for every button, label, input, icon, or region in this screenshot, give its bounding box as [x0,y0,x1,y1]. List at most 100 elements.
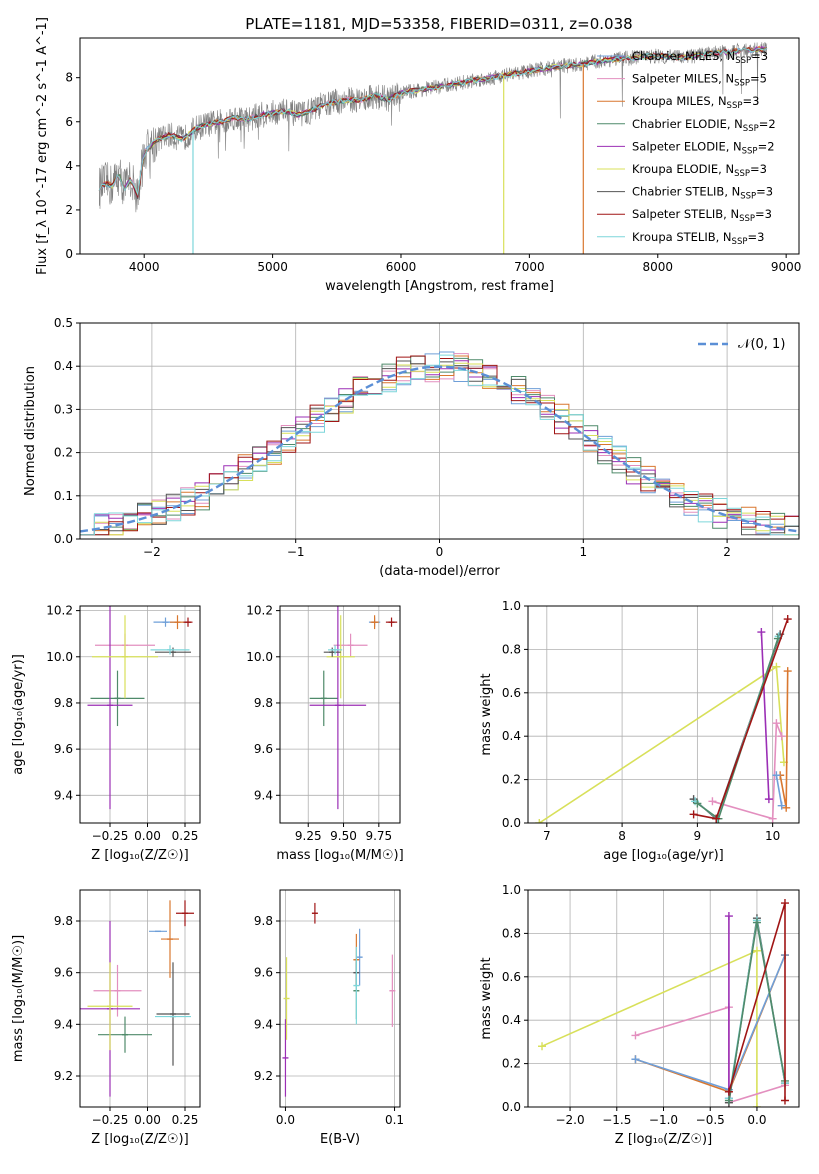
legend-suffix: =3 [750,162,767,176]
x-tick-label: 9.25 [295,829,322,843]
legend-sub: SSP [739,214,755,224]
y-tick-label: 9.6 [54,742,73,756]
weight-marker [783,615,792,624]
x-tick-label: −0.5 [696,1113,725,1127]
y-axis-label: Normed distribution [23,366,38,496]
legend-suffix: =2 [759,117,776,131]
axes-frame [279,605,401,824]
y-tick-label: 9.8 [54,914,73,928]
x-tick-label: 9.50 [330,829,357,843]
plot-area [80,351,799,539]
legend-suffix: =3 [747,230,764,244]
x-tick-label: −1.0 [649,1113,678,1127]
y-tick-label: 1.0 [502,883,521,897]
x-tick-label: −0.25 [92,1113,129,1127]
normal-curve [80,365,799,533]
legend-entry: Chabrier ELODIE, NSSP=2 [632,117,776,134]
legend-sub: SSP [740,192,756,202]
axes-frame [79,37,800,255]
x-tick-label: 0.1 [385,1113,404,1127]
legend-suffix: =3 [756,185,773,199]
y-tick-label: 1.0 [502,599,521,613]
weight-line [712,722,783,820]
legend-normal-label: 𝒩(0, 1) [738,337,785,352]
weight-marker [752,1103,761,1107]
y-tick-label: 0 [65,247,73,261]
plot-area [87,606,193,810]
x-tick-label: 9000 [771,260,802,274]
x-tick-label: −0.25 [92,829,129,843]
y-tick-label: 0.4 [502,1013,521,1027]
y-tick-label: 9.6 [254,966,273,980]
weight-marker [724,1096,733,1105]
plot-area [282,902,396,1097]
y-tick-label: 8 [65,71,73,85]
legend-suffix: =2 [758,139,775,153]
weight-marker [780,899,789,908]
weight-marker [689,810,698,819]
weight-marker [538,1042,547,1051]
legend-sub: SSP [735,56,751,66]
legend-sub: SSP [727,101,743,111]
weight-marker [764,795,773,804]
y-tick-label: 0.5 [54,316,73,330]
y-tick-label: 10.2 [246,604,273,618]
y-tick-label: 10.0 [246,650,273,664]
panel-weight_vs_Z: −2.0 −1.5 −1.0 −0.5 0.0 0.0 0.2 0.4 0.6 0.8 1.0 Z [… [479,883,800,1147]
panel-age_vs_Z: −0.25 0.00 0.25 9.4 9.6 9.8 10.0 10.2 Z [log₁₀(Z… [11,604,201,863]
x-tick-label: 9 [694,829,702,843]
weight-marker [708,797,717,806]
legend-entry: Chabrier MILES, NSSP=3 [632,49,768,66]
x-tick-label: 0.00 [134,1113,161,1127]
x-tick-label: 0.00 [134,829,161,843]
weight-marker [777,732,786,741]
y-tick-label: 0.6 [502,686,521,700]
panel-mass_vs_EBV: 0.0 0.1 9.2 9.4 9.6 9.8 E(B-V) [254,889,404,1147]
y-tick-label: 9.4 [54,788,73,802]
y-tick-label: 0.4 [502,729,521,743]
weight-marker [724,1087,733,1096]
x-axis-label: (data-model)/error [379,564,500,579]
figure-title: PLATE=1181, MJD=53358, FIBERID=0311, z=0… [245,15,632,33]
x-tick-label: −2.0 [555,1113,584,1127]
legend-prefix: Kroupa STELIB, N [632,230,732,244]
x-tick-label: 0.0 [747,1113,766,1127]
x-axis-label: mass [log₁₀(M/M☉)] [276,848,403,863]
x-tick-label: 9.75 [365,829,392,843]
x-tick-label: 0.25 [172,1113,199,1127]
legend-sub: SSP [743,124,759,134]
plot-area [80,900,194,1097]
weight-marker [757,628,766,637]
panel-residuals: −2 −1 0 1 2 0.0 0.1 0.2 0.3 0.4 0.5 (data-model)/er… [23,316,800,579]
y-tick-label: 0.0 [502,816,521,830]
legend-suffix: =3 [755,207,772,221]
y-tick-label: 0.2 [502,1057,521,1071]
y-tick-label: 4 [65,159,73,173]
weight-line [693,633,781,821]
panel-age_vs_mass: 9.25 9.50 9.75 9.4 9.6 9.8 10.0 10.2 mass [log₁₀… [246,604,403,863]
x-tick-label: 2 [723,545,731,559]
weight-line [760,631,770,800]
y-tick-label: 9.4 [254,788,273,802]
x-axis-label: Z [log₁₀(Z/Z☉)] [91,1132,188,1147]
weight-line [775,775,783,806]
x-tick-label: 5000 [257,260,288,274]
x-tick-label: 10 [765,829,780,843]
y-tick-label: 2 [65,203,73,217]
weight-marker [777,801,786,810]
y-tick-label: 0.3 [54,402,73,416]
legend-entry: Kroupa ELODIE, NSSP=3 [632,162,767,179]
legend-prefix: Chabrier MILES, N [632,49,735,63]
legend-entry: Kroupa STELIB, NSSP=3 [632,230,764,247]
axes-frame [79,889,201,1108]
y-tick-label: 0.1 [54,489,73,503]
weight-marker [772,662,781,671]
legend-prefix: Salpeter STELIB, N [632,207,739,221]
legend-entry: Salpeter MILES, NSSP=5 [632,72,767,89]
y-tick-label: 0.2 [54,446,73,460]
x-tick-label: 0.0 [276,1113,295,1127]
x-tick-label: 7 [543,829,551,843]
axes-frame [527,889,800,1108]
panel-spectrum: 4000 5000 6000 7000 8000 9000 0 2 4 6 8 wavelength … [35,17,801,294]
